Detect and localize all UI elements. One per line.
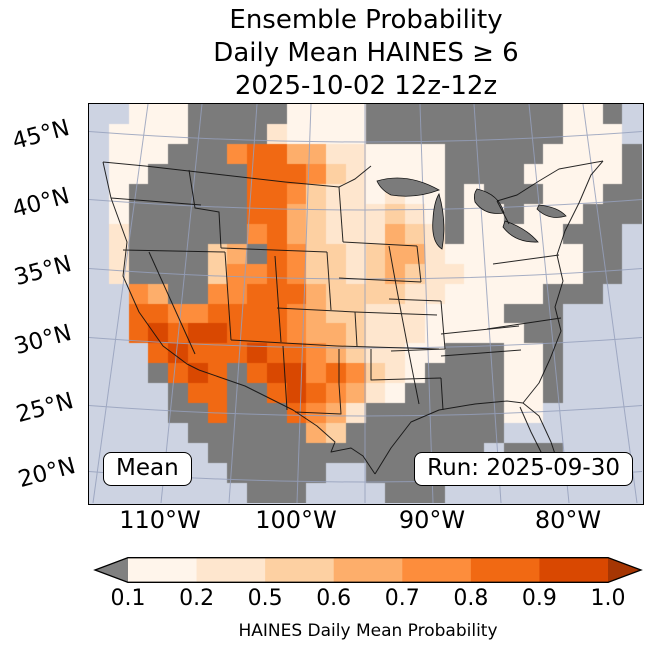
title-line-1: Ensemble Probability: [229, 5, 503, 35]
lat-tick-label: 45°N: [9, 114, 73, 156]
lat-tick-label: 20°N: [15, 452, 79, 494]
colorbar-tick: 0.8: [453, 586, 489, 611]
lat-tick-label: 40°N: [9, 182, 73, 224]
great-lakes-shapes: [376, 177, 567, 250]
lon-tick-label: 80°W: [534, 506, 602, 534]
lon-tick-label: 100°W: [255, 506, 337, 534]
colorbar-tick: 0.2: [179, 586, 215, 611]
map-panel: Mean Run: 2025-09-30: [88, 103, 644, 505]
map-borders-overlay: [89, 104, 642, 503]
lon-tick-label: 110°W: [119, 506, 201, 534]
colorbar-label: HAINES Daily Mean Probability: [238, 621, 498, 641]
lon-tick-label: 90°W: [398, 506, 466, 534]
title-line-2: Daily Mean HAINES ≥ 6: [213, 38, 519, 68]
chart-title: Ensemble Probability Daily Mean HAINES ≥…: [88, 4, 644, 103]
model-run-box: Run: 2025-09-30: [414, 452, 633, 486]
lat-tick-label: 25°N: [13, 387, 77, 429]
colorbar-tick: 1.0: [590, 586, 626, 611]
state-borders: [102, 160, 604, 475]
colorbar-tick: 0.6: [316, 586, 352, 611]
title-line-3: 2025-10-02 12z-12z: [234, 71, 498, 101]
colorbar-tick: 0.1: [110, 586, 146, 611]
colorbar-tick: 0.9: [521, 586, 557, 611]
colorbar-tick: 0.5: [247, 586, 283, 611]
colorbar-tick: 0.7: [384, 586, 420, 611]
lat-tick-label: 35°N: [11, 250, 75, 292]
colorbar: [93, 557, 643, 583]
lat-tick-label: 30°N: [11, 319, 75, 361]
ensemble-stat-box: Mean: [103, 452, 192, 486]
